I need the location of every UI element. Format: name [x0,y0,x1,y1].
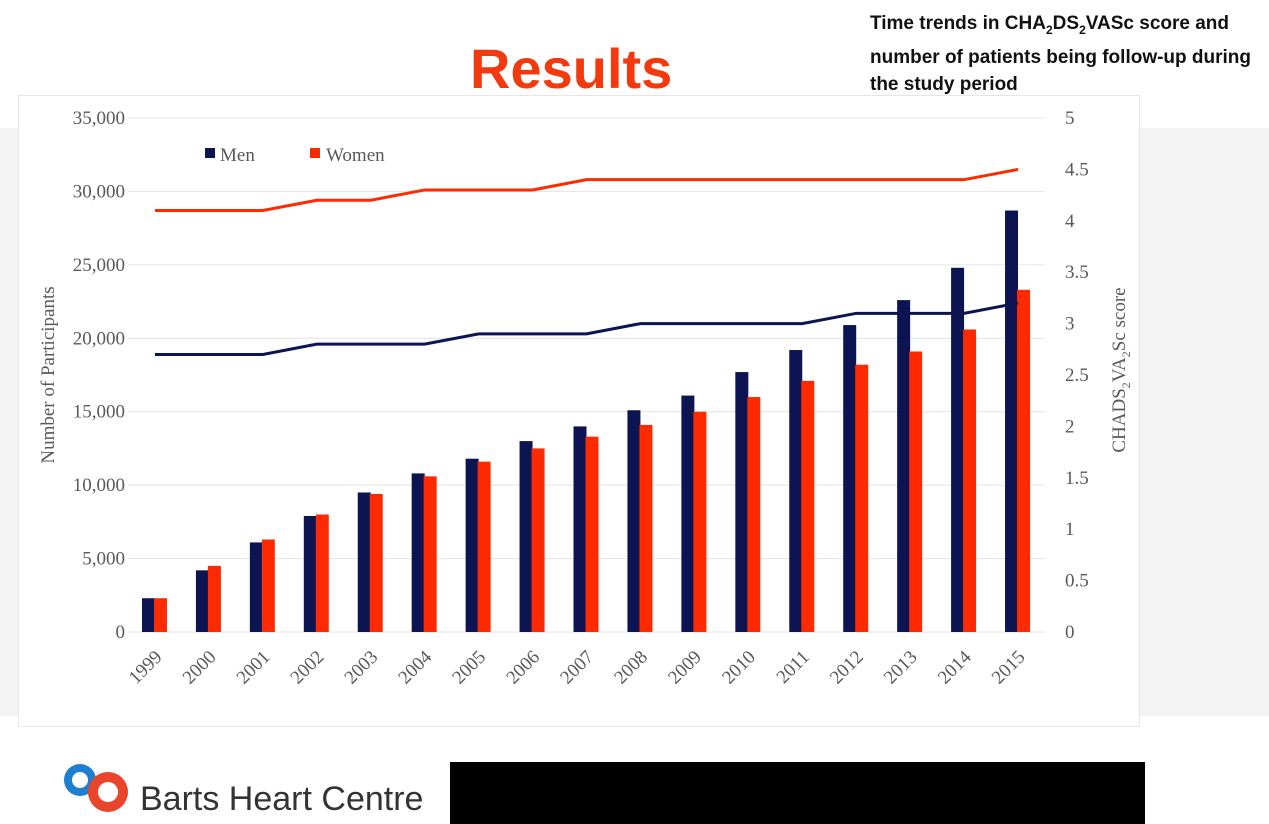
bar-women-2001 [261,539,275,632]
score-line-women [154,167,1019,213]
bar-men-2014 [951,267,965,632]
barts-heart-logo-icon [64,764,128,812]
x-tick-label: 2015 [988,647,1030,689]
bar-women-2004 [423,476,437,632]
bar-men-2005 [465,458,479,632]
slide-subtitle: Time trends in CHA2DS2VASc score and num… [870,13,1252,95]
score-line-men [154,301,1019,356]
bar-men-1999 [141,598,155,632]
y2-tick-label: 3 [1065,314,1075,335]
bar-men-2001 [249,542,263,632]
x-tick-label: 2009 [664,647,706,689]
y-tick-label: 30,000 [73,181,125,202]
x-tick-label: 2014 [934,646,976,688]
bar-women-2015 [1017,289,1031,632]
legend-label-men: Men [220,145,255,166]
bar-men-2010 [735,372,749,632]
y-tick-label: 20,000 [73,328,125,349]
y-axis-label: Number of Participants [38,286,59,463]
x-tick-label: 2006 [502,647,544,689]
bar-women-2007 [585,436,599,632]
y2-tick-label: 2 [1065,416,1075,437]
y2-tick-label: 1.5 [1065,468,1089,489]
bar-men-2007 [573,426,587,632]
legend: Men Women [205,145,385,166]
y2-tick-label: 0.5 [1065,571,1089,592]
x-tick-label: 2011 [773,647,814,688]
bar-women-2012 [855,364,869,632]
x-tick-label: 2010 [718,647,760,689]
bar-men-2008 [627,410,641,632]
bar-men-2000 [195,570,209,632]
footer-logo-area [5,762,450,824]
y-tick-label: 5,000 [82,549,125,570]
x-tick-label: 2000 [179,647,221,689]
legend-swatch-women [310,148,320,158]
y2-tick-label: 0 [1065,622,1075,643]
bar-men-2006 [519,441,533,632]
bar-men-2009 [681,395,695,632]
bar-women-2014 [963,329,977,632]
bar-women-2008 [639,424,653,632]
bar-men-2002 [303,515,317,632]
bar-women-2006 [531,448,545,632]
bar-women-2009 [693,411,707,632]
y-tick-label: 35,000 [73,108,125,129]
x-tick-label: 2008 [610,647,652,689]
bar-men-2015 [1005,210,1019,632]
x-tick-label: 2012 [826,647,868,689]
x-tick-label: 2004 [394,646,436,688]
y2-tick-label: 5 [1065,108,1075,129]
y2-tick-label: 3.5 [1065,262,1089,283]
bar-men-2012 [843,325,857,632]
bar-women-1999 [153,598,167,632]
bar-women-2000 [207,565,221,632]
y-tick-label: 0 [116,622,126,643]
bar-men-2011 [789,350,803,632]
x-tick-label: 1999 [125,647,167,689]
y-tick-label: 10,000 [73,475,125,496]
y2-axis-label: CHADS2VA2Sc score [1109,287,1133,452]
x-tick-label: 2003 [341,647,383,689]
slide-title: Results [470,37,673,100]
bar-women-2003 [369,493,383,632]
y2-tick-label: 1 [1065,519,1075,540]
bar-men-2003 [357,492,371,632]
x-tick-label: 2005 [448,647,490,689]
x-tick-label: 2001 [233,647,275,689]
y2-tick-label: 4.5 [1065,159,1089,180]
y-tick-label: 15,000 [73,402,125,423]
bar-women-2011 [801,380,815,632]
footer-brand: Barts Heart Centre [140,780,424,818]
bar-women-2010 [747,397,761,632]
bar-women-2013 [909,351,923,632]
x-tick-label: 2013 [880,647,922,689]
bar-men-2004 [411,473,425,632]
y-tick-label: 25,000 [73,255,125,276]
bar-women-2002 [315,514,329,632]
legend-label-women: Women [326,145,385,166]
legend-swatch-men [205,148,215,158]
y2-tick-label: 4 [1065,211,1075,232]
x-tick-label: 2007 [556,647,598,689]
y2-tick-label: 2.5 [1065,365,1089,386]
x-tick-label: 2002 [287,647,329,689]
bar-men-2013 [897,300,911,632]
bar-women-2005 [477,461,491,632]
